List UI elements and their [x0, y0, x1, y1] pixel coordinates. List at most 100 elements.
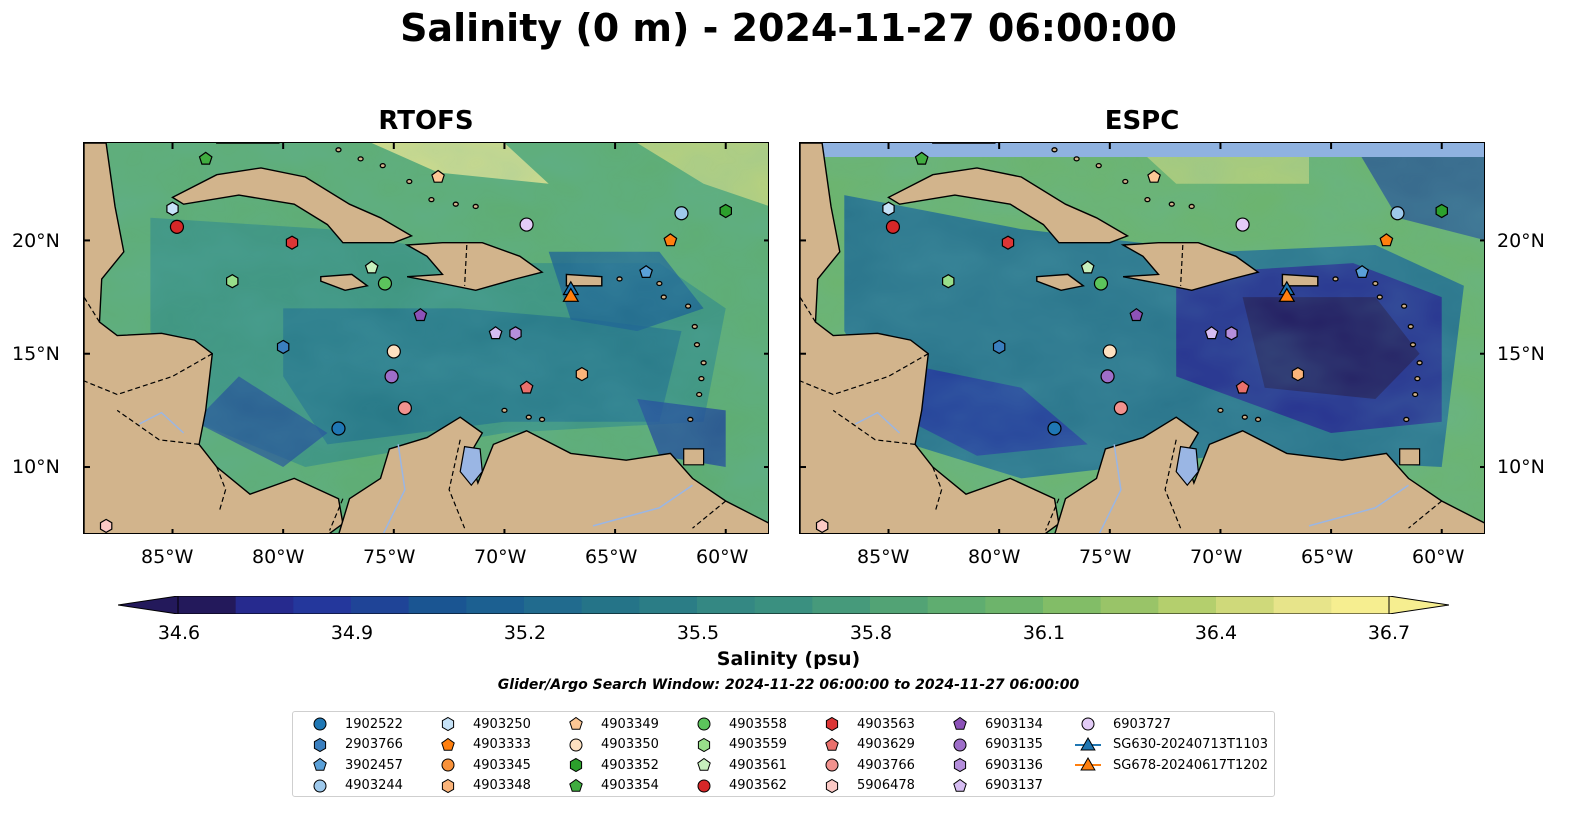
legend-label: SG678-20240617T1202: [1113, 757, 1269, 773]
float-marker-SG678-20240617T1202: [1278, 287, 1296, 302]
country-border: [1408, 500, 1443, 529]
float-marker-2903766: [276, 339, 290, 355]
island: [616, 276, 623, 282]
float-marker-6903134: [1129, 307, 1144, 322]
island: [1412, 391, 1419, 398]
colorbar-segment: [812, 596, 871, 614]
legend-entry: 4903244: [303, 776, 403, 796]
legend-label: 4903350: [601, 737, 659, 752]
circle-marker-icon: [1081, 717, 1095, 731]
country-border: [84, 353, 213, 396]
pentagon-marker-icon: [569, 778, 583, 792]
legend-entry: 5906478: [815, 776, 915, 796]
legend-label: 4903629: [857, 737, 915, 752]
float-marker-4903352: [1435, 203, 1449, 219]
panel-title-rtofs: RTOFS: [378, 106, 474, 136]
island: [379, 163, 386, 169]
pentagon-marker-icon: [953, 778, 967, 792]
island: [1414, 376, 1421, 382]
float-marker-4903349: [1147, 169, 1161, 183]
country-border: [932, 466, 943, 513]
float-marker-4903250: [166, 201, 179, 216]
legend-label: 4903333: [473, 737, 531, 752]
island: [1073, 156, 1080, 162]
pentagon-marker-icon: [953, 716, 967, 730]
legend-entry: 6903135: [943, 735, 1043, 755]
legend-label: 6903134: [985, 716, 1043, 732]
legend: 1902522 2903766 3902457 4903244 4903250 49033…: [292, 711, 1275, 797]
float-marker-3902457: [1355, 264, 1370, 278]
country-border: [1045, 498, 1060, 531]
y-tick-label: 10°N: [12, 456, 60, 478]
colorbar-extend-high: [1388, 596, 1449, 614]
country-border: [1164, 439, 1182, 529]
legend-entry: 4903345: [431, 755, 531, 775]
float-marker-1902522: [331, 421, 346, 436]
country-border: [692, 500, 727, 529]
map-panel-espc: [799, 142, 1485, 534]
y-tick-label: 20°N: [1497, 230, 1545, 252]
float-marker-4903244: [674, 206, 689, 221]
island: [428, 196, 435, 203]
hexagon-marker-icon: [313, 737, 327, 752]
hexagon-marker-icon: [825, 716, 839, 732]
x-tick-label: 60°W: [1412, 546, 1465, 568]
legend-entry: 4903561: [687, 755, 787, 775]
legend-label: 4903563: [857, 716, 915, 732]
colorbar-segment: [1043, 596, 1102, 614]
legend-label: 4903558: [729, 716, 787, 732]
hexagon-marker-icon: [441, 716, 455, 732]
country-border: [116, 409, 200, 445]
colorbar-segment: [754, 596, 813, 614]
colorbar-tick-label: 34.6: [157, 622, 201, 644]
island: [693, 342, 701, 348]
legend-entry: 4903629: [815, 735, 915, 755]
float-marker-4903348: [575, 366, 589, 382]
island: [691, 323, 698, 330]
float-marker-4903333: [1379, 233, 1394, 247]
island: [335, 147, 342, 153]
no-data-band: [800, 143, 1484, 157]
island: [538, 416, 546, 423]
river: [1308, 484, 1409, 527]
island: [1051, 147, 1058, 153]
colorbar-segment: [1100, 596, 1159, 614]
legend-label: 4903345: [473, 757, 531, 773]
legend-entry: 1902522: [303, 714, 403, 734]
colorbar-segment: [927, 596, 986, 614]
legend-entry: 4903562: [687, 776, 787, 796]
landmass-hispaniola: [1120, 241, 1260, 292]
panel-title-espc: ESPC: [1104, 106, 1180, 136]
colorbar-segment: [1158, 596, 1217, 614]
pentagon-marker-icon: [825, 737, 839, 751]
colorbar-tick-label: 36.7: [1367, 622, 1411, 644]
river: [382, 444, 406, 533]
legend-entry: 4903354: [559, 776, 659, 796]
island: [1409, 342, 1417, 348]
legend-entry: SG678-20240617T1202: [1071, 755, 1268, 775]
float-marker-2903766: [992, 339, 1006, 355]
country-border: [84, 296, 101, 323]
island: [452, 201, 459, 207]
float-marker-4903354: [914, 151, 929, 165]
colorbar-label: Salinity (psu): [716, 648, 861, 670]
island: [1095, 163, 1102, 169]
island: [1332, 276, 1339, 282]
pentagon-marker-icon: [697, 757, 711, 771]
country-border: [1180, 244, 1184, 286]
float-marker-4903766: [1113, 401, 1128, 416]
legend-entry: 6903137: [943, 776, 1043, 796]
legend-entry: 4903563: [815, 714, 915, 734]
legend-entry: SG630-20240713T1103: [1071, 735, 1268, 755]
legend-entry: 4903348: [431, 776, 531, 796]
landmass-jamaica: [320, 273, 369, 292]
river: [138, 411, 185, 434]
float-marker-4903559: [942, 274, 955, 289]
legend-label: 4903766: [857, 757, 915, 773]
colorbar-segment: [351, 596, 410, 614]
float-marker-4903561: [364, 260, 379, 274]
circle-marker-icon: [825, 758, 839, 772]
island: [501, 407, 508, 414]
island: [660, 294, 667, 300]
legend-label: 6903137: [985, 778, 1043, 793]
